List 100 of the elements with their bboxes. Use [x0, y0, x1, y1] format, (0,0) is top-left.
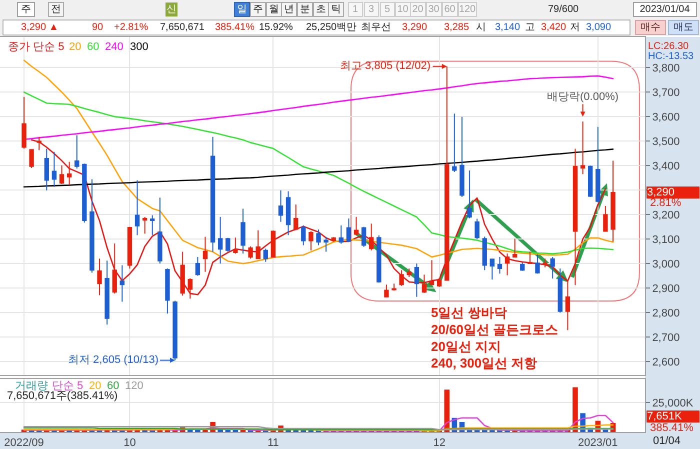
- text: 고: [525, 22, 535, 33]
- candlestick: [558, 268, 562, 314]
- text: 240: [105, 41, 124, 53]
- candlestick: [74, 134, 80, 170]
- y-tick-label: 3,200: [652, 209, 680, 222]
- candlestick: [172, 300, 178, 361]
- candlestick: [436, 278, 442, 288]
- candlestick: [308, 230, 314, 251]
- candlestick: [580, 121, 586, 175]
- annotation: 최고 3,805 (12/02): [340, 60, 430, 72]
- y-tick-label: 2,600: [652, 356, 680, 368]
- candlestick: [414, 263, 420, 298]
- candlestick: [142, 216, 148, 234]
- candlestick: [226, 237, 230, 252]
- candlestick: [520, 262, 525, 272]
- text: 3,420: [541, 22, 566, 33]
- text: 3,290 ▲: [21, 22, 59, 33]
- y-tick-label: 25,000K: [652, 397, 694, 410]
- text: 15.92%: [259, 22, 294, 33]
- text: 전: [51, 4, 61, 15]
- candlestick: [512, 238, 518, 258]
- candlestick: [460, 116, 464, 198]
- candlestick: [263, 248, 268, 262]
- text: 30: [428, 4, 440, 15]
- text: 79/600: [548, 4, 580, 15]
- text: 종가 단순 5: [8, 41, 64, 53]
- candlestick: [528, 251, 532, 265]
- candlestick: [550, 256, 555, 279]
- candlestick: [610, 160, 616, 242]
- candlestick: [316, 229, 321, 246]
- text: 25,250백만: [306, 22, 357, 33]
- y-tick-label: 3,100: [652, 234, 680, 246]
- text: 120: [458, 4, 476, 15]
- y-tick-label: 2,900: [652, 282, 680, 295]
- y-tick-label: 3,000: [652, 258, 680, 270]
- candlestick: [240, 208, 246, 254]
- candlestick: [188, 278, 192, 300]
- candlestick: [376, 234, 382, 284]
- annotation: 최저 2,605 (10/13): [68, 354, 158, 366]
- text: 7,651K: [647, 410, 683, 422]
- candlestick: [588, 165, 593, 198]
- text: 10: [397, 4, 409, 15]
- candlestick: [338, 224, 344, 244]
- candlestick: [270, 230, 276, 258]
- candlestick: [44, 148, 49, 191]
- text: 매도: [674, 22, 694, 33]
- text: +2.81%: [114, 22, 148, 33]
- text: 385.41%: [215, 22, 255, 33]
- text: 년: [284, 4, 294, 15]
- text: 1: [352, 4, 358, 15]
- text: 120: [125, 380, 144, 392]
- candlestick: [127, 226, 132, 269]
- text: HC:-13.53: [648, 51, 694, 62]
- candlestick: [22, 96, 26, 149]
- candlestick: [399, 270, 404, 286]
- candlestick: [497, 256, 502, 274]
- candlestick: [158, 197, 162, 264]
- text: 385.41%: [650, 422, 694, 434]
- text: 3,090: [586, 22, 612, 33]
- candlestick: [52, 151, 57, 188]
- x-tick-label: 12: [433, 437, 446, 449]
- text: 틱: [331, 4, 341, 15]
- candlestick: [369, 223, 374, 251]
- text: 20: [412, 4, 424, 15]
- line-series: [30, 139, 606, 296]
- candlestick: [422, 274, 427, 294]
- y-tick-label: 3,800: [652, 62, 680, 74]
- text: 단순 5: [52, 380, 84, 392]
- text: 저: [570, 22, 580, 33]
- annotation: 7,650,671주(385.41%): [7, 390, 118, 402]
- text: 초: [316, 4, 326, 15]
- x-tick-label: 2022/09: [4, 437, 44, 449]
- text: 월: [269, 4, 279, 15]
- candlestick: [66, 161, 72, 186]
- candlestick: [82, 163, 87, 224]
- candlestick: [452, 113, 457, 172]
- text: 90: [92, 22, 104, 33]
- candlestick: [331, 236, 336, 242]
- y-tick-label: 2,700: [652, 332, 680, 344]
- text: 20: [89, 380, 102, 392]
- candlestick: [603, 206, 608, 232]
- candlestick: [301, 224, 306, 246]
- x-tick-label: 11: [267, 437, 279, 449]
- text: 최우선: [361, 22, 391, 33]
- text: 300: [130, 41, 148, 53]
- candlestick: [384, 284, 389, 298]
- candlestick: [180, 251, 185, 296]
- candlestick: [97, 258, 102, 296]
- y-tick-label: 3,400: [652, 160, 680, 172]
- text: 20: [69, 41, 82, 53]
- text: 신: [166, 4, 176, 15]
- text: 5: [384, 4, 390, 15]
- y-tick-label: 3,600: [652, 111, 680, 124]
- candlestick: [104, 260, 110, 326]
- candlestick: [324, 236, 328, 252]
- candlestick: [134, 180, 140, 236]
- candlestick: [36, 136, 42, 151]
- text: 시: [476, 22, 486, 33]
- text: 01/04: [653, 435, 681, 447]
- text: 2.81%: [650, 197, 682, 209]
